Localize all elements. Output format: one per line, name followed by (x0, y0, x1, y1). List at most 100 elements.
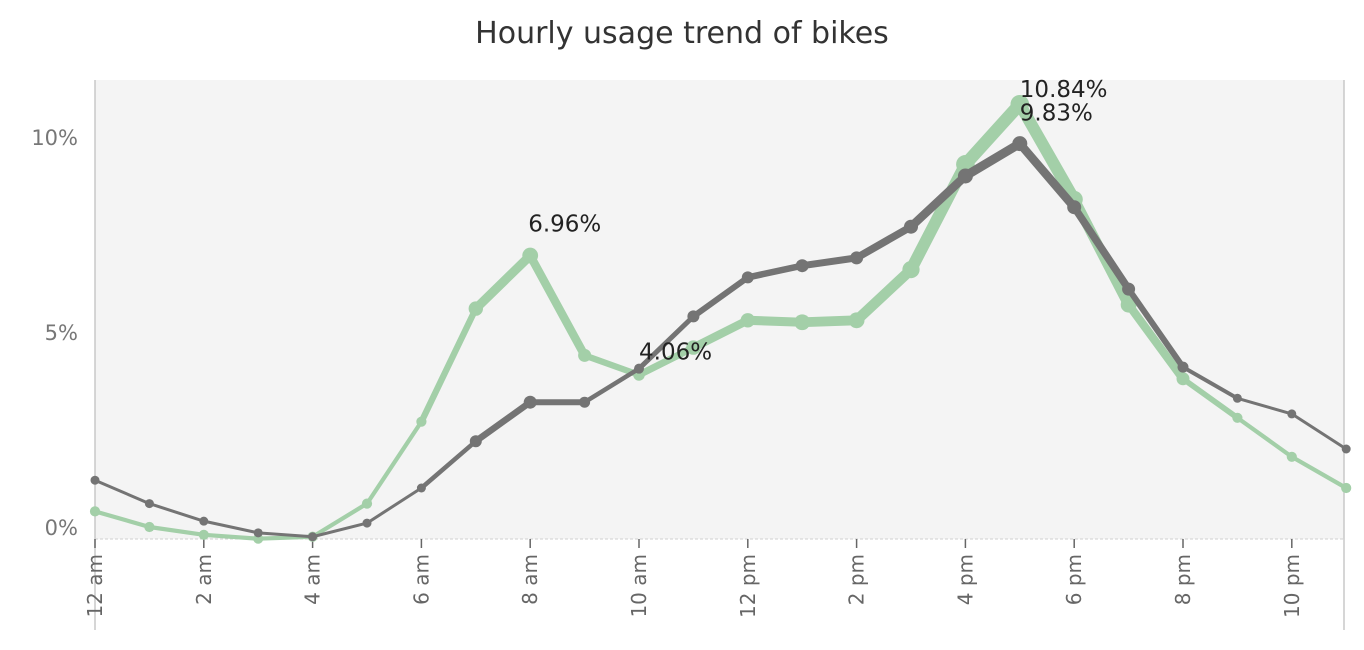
data-point (144, 521, 155, 533)
data-point (1010, 94, 1030, 114)
series-line-segment (92, 509, 152, 530)
data-point (253, 528, 263, 538)
data-point (1176, 372, 1190, 386)
data-point (89, 506, 101, 517)
data-label: 4.06% (639, 340, 712, 366)
data-point (522, 247, 539, 264)
data-point (416, 416, 427, 427)
series-0 (89, 94, 1352, 544)
data-point (578, 348, 592, 362)
x-tick-label: 10 am (627, 554, 651, 618)
x-tick-label: 8 am (518, 554, 542, 605)
series-line-segment (256, 531, 315, 539)
data-point (416, 483, 426, 493)
data-point (850, 251, 864, 265)
series-line-segment (419, 438, 479, 491)
x-tick-label: 10 pm (1280, 554, 1304, 618)
data-point (579, 396, 591, 408)
series-line-segment (1013, 98, 1081, 206)
series-line-segment (797, 315, 862, 328)
series-line-segment (365, 486, 423, 525)
x-tick-label: 2 am (192, 554, 216, 605)
data-point (198, 529, 209, 540)
data-point (904, 219, 918, 234)
y-tick-label: 0% (45, 516, 78, 540)
data-point (1232, 393, 1242, 403)
data-point (1122, 282, 1136, 296)
series-line-segment (798, 254, 861, 270)
data-point (1120, 296, 1137, 313)
data-labels: 6.96% 10.84% 4.06% 9.83% (528, 77, 1107, 365)
chart-title: Hourly usage trend of bikes (475, 16, 889, 51)
series-line-segment (690, 274, 751, 320)
x-tick-label: 12 am (83, 554, 107, 618)
plot-area (95, 80, 1344, 539)
series-line-segment (201, 532, 261, 541)
data-point (687, 310, 700, 323)
data-point (1012, 136, 1028, 152)
series-line-segment (1125, 286, 1186, 371)
series-line-segment (202, 519, 260, 535)
data-point (794, 314, 811, 331)
x-tick-label: 2 pm (845, 554, 869, 605)
data-point (1067, 200, 1082, 215)
series-line-segment (636, 313, 696, 372)
data-point (1341, 444, 1351, 454)
series-line-segment (93, 478, 151, 506)
data-point (1177, 361, 1189, 373)
data-point (199, 516, 209, 526)
data-point (308, 532, 318, 542)
series-line-segment (1070, 203, 1133, 293)
series-line-segment (311, 521, 369, 539)
data-point (90, 475, 100, 485)
x-tick-label: 6 pm (1062, 554, 1086, 605)
data-point (468, 301, 483, 316)
series-line-segment (635, 344, 697, 379)
data-point (848, 312, 865, 329)
data-point (361, 498, 373, 509)
y-tick-label: 5% (45, 321, 78, 345)
series-1 (90, 136, 1351, 542)
series-line-segment (1015, 139, 1079, 212)
series-line-segment (1181, 365, 1240, 401)
data-point (795, 259, 809, 273)
data-point (902, 261, 920, 279)
series-line-segment (472, 398, 534, 445)
x-tick-label: 8 pm (1171, 554, 1195, 605)
series-line-segment (1180, 375, 1241, 421)
series-line-segment (906, 171, 970, 231)
series-line-segment (147, 524, 206, 537)
series-line-segment (960, 139, 1025, 181)
series-line-segment (743, 315, 807, 327)
data-point (686, 340, 701, 355)
series-line-segment (526, 251, 589, 360)
data-label: 9.83% (1020, 101, 1093, 127)
x-tick-label: 4 am (301, 554, 325, 605)
series-line-segment (689, 316, 752, 352)
series-line-segment (364, 419, 424, 506)
data-point (1232, 412, 1243, 423)
series-line-segment (959, 97, 1027, 171)
data-point (634, 363, 644, 374)
series-line-segment (582, 366, 642, 405)
series-line-segment (1124, 300, 1188, 383)
series-line-segment (471, 251, 535, 314)
data-point (1286, 451, 1297, 462)
data-point (469, 435, 482, 448)
data-point (523, 395, 537, 409)
y-tick-label: 10% (31, 126, 78, 150)
data-point (1287, 409, 1297, 419)
data-point (957, 168, 973, 184)
series-line-segment (310, 501, 370, 539)
data-point (362, 518, 372, 528)
series-line-segment (147, 502, 206, 523)
series-line-segment (1289, 454, 1349, 491)
x-tick-label: 12 pm (736, 554, 760, 618)
series-line-segment (1235, 396, 1294, 416)
x-tick-label: 6 am (409, 554, 433, 605)
series-layer (89, 94, 1352, 544)
data-point (740, 313, 755, 328)
y-axis-ticks: 10% 5% 0% (31, 126, 78, 540)
data-point (144, 499, 154, 509)
